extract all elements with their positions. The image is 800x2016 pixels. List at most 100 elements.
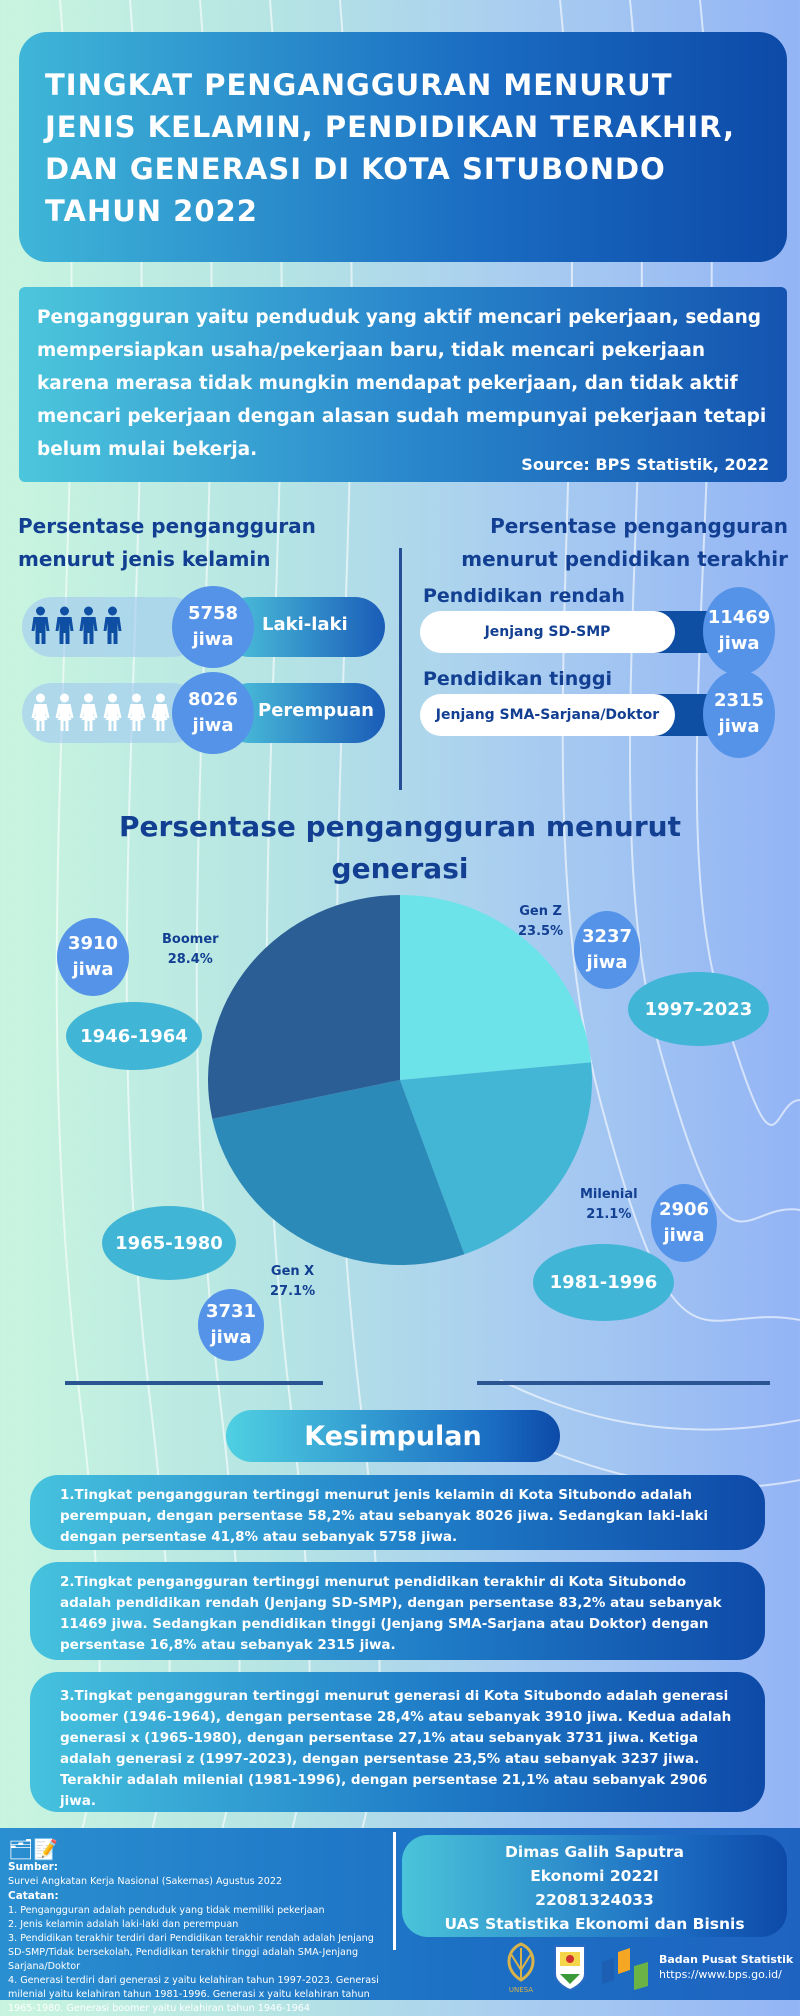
boomer-years: 1946-1964	[66, 1002, 202, 1070]
footer-divider	[393, 1832, 396, 1950]
edu-low-title: Pendidikan rendah	[423, 585, 625, 607]
pie-title: Persentase pengangguran menurut generasi	[119, 810, 681, 885]
author-class: Ekonomi 2022I	[530, 1867, 659, 1885]
conclusion-item-1: 1.Tingkat pengangguran tertinggi menurut…	[30, 1475, 765, 1550]
edu-high-pill: Jenjang SMA-Sarjana/Doktor	[420, 694, 675, 736]
note-item: 3. Pendidikan terakhir terdiri dari Pend…	[8, 1933, 374, 1972]
female-count-circle: 8026 jiwa	[172, 672, 254, 754]
edu-low-pill: Jenjang SD-SMP	[420, 611, 675, 653]
milenial-percent: 21.1%	[586, 1207, 632, 1222]
situbondo-logo	[554, 1945, 586, 1992]
bps-logo	[602, 1948, 648, 1990]
pie-slice-gen-z	[400, 895, 592, 1080]
milenial-label: Milenial 21.1%	[580, 1185, 638, 1225]
edu-low-count: 11469	[707, 607, 771, 628]
person-icon	[103, 606, 122, 644]
footer-notes: 🗂📝 Sumber: Survei Angkatan Kerja Nasiona…	[8, 1838, 388, 2016]
boomer-percent: 28.4%	[167, 952, 213, 967]
male-count: 5758	[187, 603, 239, 624]
pie-slice-milenial	[400, 1062, 592, 1255]
author-course: UAS Statistika Ekonomi dan Bisnis	[444, 1915, 745, 1933]
edu-high-title: Pendidikan tinggi	[423, 668, 612, 690]
genz-label: Gen Z 23.5%	[518, 902, 563, 942]
genx-unit: jiwa	[210, 1327, 252, 1348]
person-icon	[55, 693, 74, 731]
note-item: 4. Generasi terdiri dari generasi z yait…	[8, 1975, 379, 2014]
author-name: Dimas Galih Saputra	[505, 1843, 684, 1861]
boomer-name: Boomer	[162, 932, 219, 947]
female-count: 8026	[187, 689, 239, 710]
bps-text: Badan Pusat Statistik https://www.bps.go…	[659, 1952, 793, 1982]
male-count-circle: 5758 jiwa	[172, 586, 254, 668]
bps-name: Badan Pusat Statistik	[659, 1953, 794, 1966]
note-item: 1. Pengangguran adalah penduduk yang tid…	[8, 1905, 325, 1916]
boomer-count-circle: 3910 jiwa	[57, 918, 129, 996]
edu-high-count-circle: 2315 jiwa	[703, 670, 775, 758]
female-people-icons	[30, 693, 171, 733]
education-heading: Persentase pengangguran menurut pendidik…	[461, 514, 788, 571]
author-card: Dimas Galih Saputra Ekonomi 2022I 220813…	[402, 1835, 787, 1937]
person-icon	[79, 606, 98, 644]
genz-name: Gen Z	[519, 904, 562, 919]
edu-low-count-circle: 11469 jiwa	[703, 587, 775, 675]
page-title: TINGKAT PENGANGGURAN MENURUT JENIS KELAM…	[45, 68, 736, 228]
person-icon	[103, 693, 122, 731]
edu-high-count: 2315	[713, 690, 765, 711]
genx-percent: 27.1%	[270, 1284, 316, 1299]
genz-unit: jiwa	[586, 952, 628, 973]
person-icon	[151, 693, 170, 731]
female-unit: jiwa	[192, 715, 234, 736]
bps-url[interactable]: https://www.bps.go.id/	[659, 1968, 782, 1981]
female-label: Perempuan	[258, 700, 374, 721]
male-label: Laki-laki	[262, 614, 348, 635]
male-unit: jiwa	[192, 629, 234, 650]
genx-count-circle: 3731 jiwa	[198, 1289, 264, 1361]
genx-name: Gen X	[270, 1264, 315, 1279]
boomer-count: 3910	[67, 933, 119, 954]
person-icon	[31, 693, 50, 731]
separator-left	[65, 1381, 323, 1385]
edu-low-unit: jiwa	[718, 633, 760, 654]
genx-label: Gen X 27.1%	[270, 1262, 315, 1302]
conclusion-item-3: 3.Tingkat pengangguran tertinggi menurut…	[30, 1672, 765, 1812]
genz-years: 1997-2023	[628, 972, 769, 1046]
pie-slice-boomer	[208, 895, 400, 1119]
genz-count-circle: 3237 jiwa	[574, 911, 640, 989]
male-people-icons	[30, 606, 123, 646]
genx-years: 1965-1980	[102, 1206, 236, 1280]
unesa-logo: UNESA	[507, 1942, 535, 1994]
source-label: Sumber:	[8, 1861, 58, 1873]
genz-count: 3237	[581, 926, 633, 947]
svg-text:UNESA: UNESA	[509, 1986, 533, 1994]
document-icon: 🗂📝	[8, 1837, 59, 1861]
notes-label: Catatan:	[8, 1890, 59, 1902]
milenial-count: 2906	[658, 1199, 710, 1220]
edu-high-unit: jiwa	[718, 716, 760, 737]
person-icon	[127, 693, 146, 731]
genz-percent: 23.5%	[518, 924, 564, 939]
conclusion-heading: Kesimpulan	[226, 1410, 560, 1462]
separator-right	[477, 1381, 770, 1385]
milenial-years: 1981-1996	[533, 1244, 674, 1321]
boomer-unit: jiwa	[72, 959, 114, 980]
conclusion-item-2: 2.Tingkat pengangguran tertinggi menurut…	[30, 1562, 765, 1660]
section-divider	[399, 548, 402, 790]
note-item: 2. Jenis kelamin adalah laki-laki dan pe…	[8, 1919, 239, 1930]
milenial-name: Milenial	[580, 1187, 638, 1202]
gender-heading: Persentase pengangguran menurut jenis ke…	[18, 514, 316, 571]
author-nim: 22081324033	[535, 1891, 654, 1909]
person-icon	[79, 693, 98, 731]
milenial-unit: jiwa	[663, 1225, 705, 1246]
person-icon	[55, 606, 74, 644]
definition-source: Source: BPS Statistik, 2022	[521, 455, 769, 474]
boomer-label: Boomer 28.4%	[162, 930, 219, 970]
milenial-count-circle: 2906 jiwa	[651, 1184, 717, 1262]
definition-text: Pengangguran yaitu penduduk yang aktif m…	[37, 307, 767, 460]
person-icon	[31, 606, 50, 644]
genx-count: 3731	[205, 1301, 257, 1322]
definition-box: Pengangguran yaitu penduduk yang aktif m…	[19, 287, 787, 482]
source-text: Survei Angkatan Kerja Nasional (Sakernas…	[8, 1876, 283, 1887]
pie-slice-gen-x	[212, 1080, 465, 1265]
title-banner: TINGKAT PENGANGGURAN MENURUT JENIS KELAM…	[19, 32, 787, 262]
